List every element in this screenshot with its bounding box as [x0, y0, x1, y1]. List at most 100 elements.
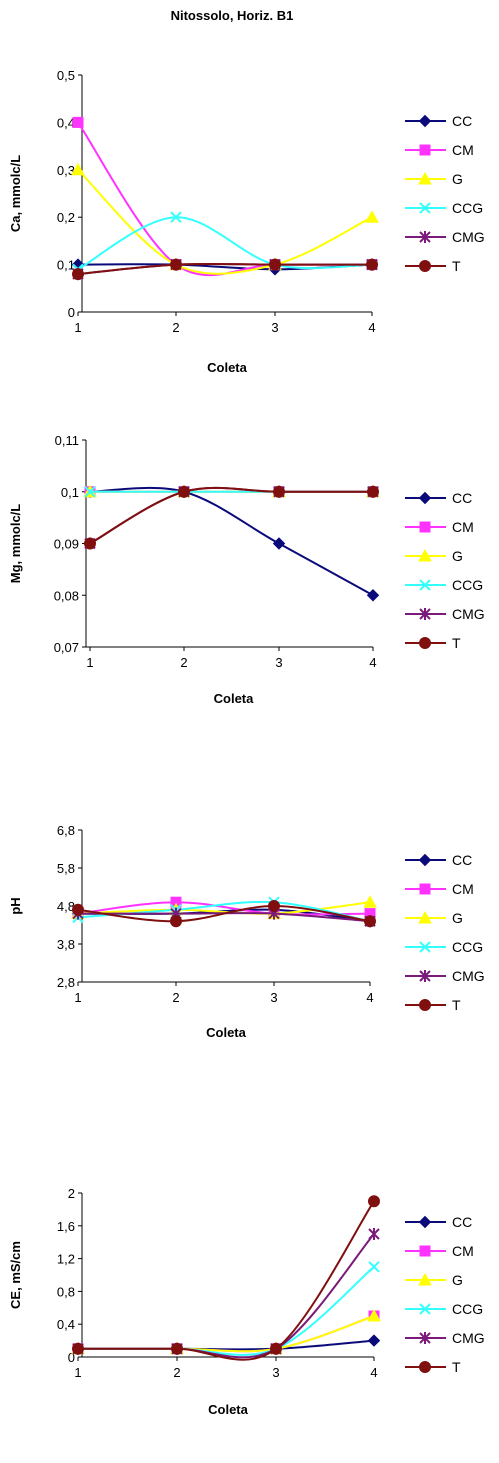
legend-label: CMG — [452, 968, 485, 984]
x-tick-label: 3 — [272, 1365, 279, 1380]
data-point — [273, 485, 285, 498]
series-line — [78, 1233, 375, 1359]
legend-item-ccg: CCG — [405, 200, 483, 216]
legend-item-ccg: CCG — [405, 939, 483, 955]
y-tick-label: 4,8 — [57, 899, 75, 914]
legend-label: CC — [452, 852, 472, 868]
y-tick-label: 0,09 — [54, 537, 79, 552]
legend-label: G — [452, 910, 463, 926]
x-axis-label: Coleta — [208, 1402, 249, 1417]
legend-label: G — [452, 1272, 463, 1288]
legend-item-ccg: CCG — [405, 577, 483, 593]
legend-label: CMG — [452, 606, 485, 622]
legend-marker — [419, 608, 431, 620]
legend-marker — [419, 260, 431, 272]
series-line — [78, 1200, 375, 1361]
x-tick-label: 1 — [74, 1365, 81, 1380]
legend-item-t: T — [405, 997, 461, 1013]
legend-marker — [419, 144, 431, 156]
legend-marker — [418, 1272, 432, 1286]
y-axis-label: pH — [8, 897, 23, 914]
series-ccg — [72, 1261, 380, 1356]
series-line — [89, 486, 374, 597]
series-line — [77, 216, 373, 271]
legend-marker — [419, 231, 431, 243]
legend-item-cmg: CMG — [405, 229, 485, 245]
legend-item-cc: CC — [405, 490, 472, 506]
legend-item-cc: CC — [405, 113, 472, 129]
series-t — [72, 1195, 380, 1361]
legend-marker — [418, 853, 432, 867]
series-t — [84, 485, 379, 550]
y-tick-label: 0,1 — [61, 485, 79, 500]
x-tick-label: 2 — [172, 320, 179, 335]
data-point — [72, 268, 84, 281]
y-tick-label: 1,2 — [57, 1252, 75, 1267]
legend-marker — [419, 1245, 431, 1257]
data-point — [84, 537, 96, 550]
legend-item-t: T — [405, 258, 461, 274]
y-tick-label: 0 — [68, 305, 75, 320]
legend-label: CCG — [452, 577, 483, 593]
legend-item-cmg: CMG — [405, 1330, 485, 1346]
legend-marker — [419, 202, 431, 214]
data-point — [366, 589, 380, 602]
y-tick-label: 0,3 — [57, 163, 75, 178]
legend-label: T — [452, 635, 461, 651]
legend-item-cm: CM — [405, 519, 474, 535]
x-tick-label: 2 — [173, 1365, 180, 1380]
data-point — [72, 116, 84, 128]
data-point — [84, 486, 96, 498]
x-axis-label: Coleta — [207, 360, 248, 375]
legend-marker — [419, 521, 431, 533]
y-axis-label: CE, mS/cm — [8, 1241, 23, 1309]
data-point — [170, 915, 182, 928]
legend-marker — [418, 548, 432, 562]
legend-item-cm: CM — [405, 142, 474, 158]
legend-label: CMG — [452, 229, 485, 245]
x-tick-label: 3 — [271, 320, 278, 335]
series-line — [77, 901, 371, 916]
y-axis-label: Mg, mmolc/L — [8, 504, 23, 584]
data-point — [170, 258, 182, 271]
series-line — [77, 169, 373, 275]
legend-item-cm: CM — [405, 1243, 474, 1259]
data-point — [367, 485, 379, 498]
series-line — [77, 121, 372, 277]
y-tick-label: 3,8 — [57, 937, 75, 952]
legend-label: G — [452, 548, 463, 564]
series-cmg — [72, 1228, 380, 1359]
data-point — [272, 537, 286, 550]
legend-label: G — [452, 171, 463, 187]
y-tick-label: 5,8 — [57, 861, 75, 876]
y-tick-label: 0,08 — [54, 588, 79, 603]
legend-item-ccg: CCG — [405, 1301, 483, 1317]
x-tick-label: 4 — [370, 1365, 377, 1380]
chart-2: 0,07 0,08 0,09 0,1 0,11 1 2 3 4 Coleta Mg, mmolc/L… — [8, 433, 485, 706]
y-axis-label: Ca, mmolc/L — [8, 155, 23, 232]
data-point — [269, 258, 281, 271]
legend-marker — [419, 1332, 431, 1344]
legend-marker — [419, 1361, 431, 1373]
charts-container: 0 0,1 0,2 0,3 0,4 0,5 1 2 3 4 Coleta Ca, mmolc/L CC C… — [8, 68, 485, 1417]
legend-label: CCG — [452, 939, 483, 955]
series-line — [78, 1315, 375, 1353]
series-t — [72, 258, 378, 281]
series-t — [72, 900, 376, 928]
series-line — [77, 262, 372, 276]
x-tick-label: 2 — [172, 990, 179, 1005]
legend-label: CC — [452, 113, 472, 129]
y-tick-label: 0,07 — [54, 640, 79, 655]
x-tick-label: 3 — [275, 655, 282, 670]
data-point — [268, 900, 280, 912]
data-point — [363, 895, 377, 908]
data-point — [368, 1228, 380, 1240]
legend-label: CM — [452, 142, 474, 158]
series-cmg — [84, 485, 379, 550]
series-cm — [72, 116, 378, 277]
chart-1: 0 0,1 0,2 0,3 0,4 0,5 1 2 3 4 Coleta Ca, mmolc/L CC C… — [8, 68, 485, 375]
legend-marker — [418, 1215, 432, 1229]
x-axis-label: Coleta — [214, 691, 255, 706]
